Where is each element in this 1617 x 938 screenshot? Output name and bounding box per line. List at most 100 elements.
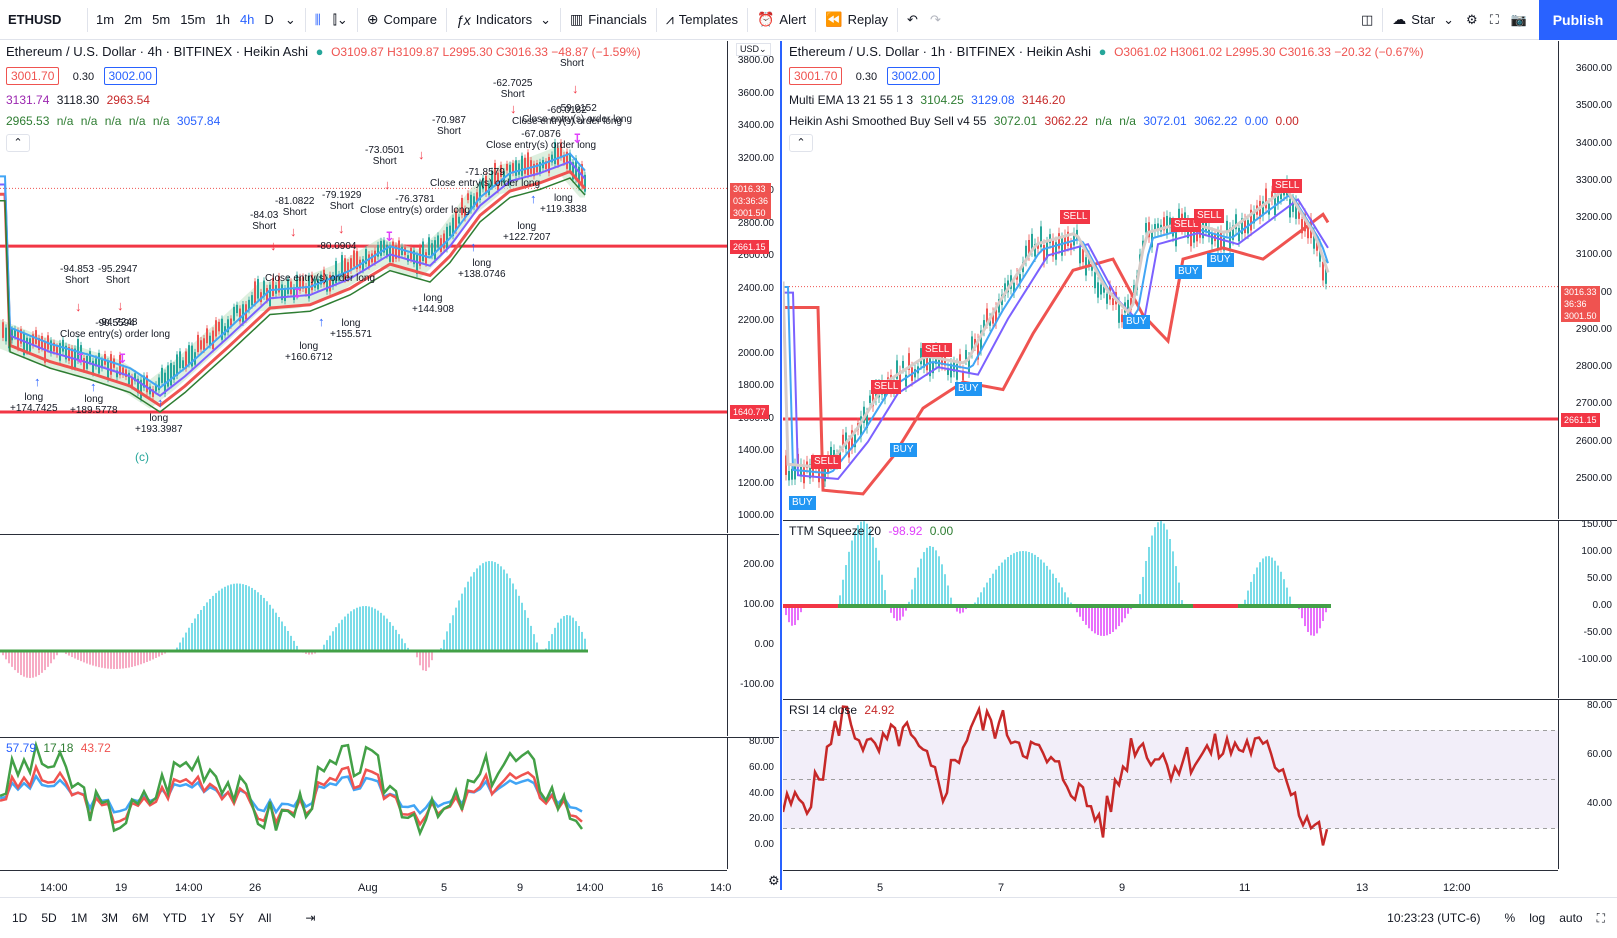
log-toggle[interactable]: log (1529, 911, 1546, 925)
right-ttm-pane[interactable]: TTM Squeeze 20 -98.92 0.00 (783, 520, 1558, 698)
signal-arrow-icon: ↧ (117, 351, 128, 366)
candle-body (563, 155, 565, 163)
interval-4h[interactable]: 4h (239, 12, 255, 27)
redo-button[interactable]: ↷ (924, 0, 947, 40)
right-time-axis[interactable]: 5 7 9 11 13 12:00 (783, 870, 1558, 894)
candle-body (983, 320, 985, 331)
candle-body (1235, 214, 1237, 230)
signal-arrow-icon: ↓ (290, 224, 297, 239)
candle-body (377, 245, 379, 257)
goto-date-icon[interactable]: ⇥ (305, 911, 316, 925)
candle-body (1163, 217, 1165, 231)
candle-body (350, 258, 352, 271)
range-all[interactable]: All (258, 911, 272, 925)
publish-button[interactable]: Publish (1539, 0, 1617, 40)
candle-body (437, 235, 439, 248)
interval-1h[interactable]: 1h (215, 12, 230, 27)
sell-price-box[interactable]: 3001.70 (789, 67, 843, 85)
replay-button[interactable]: ⏪ Replay (819, 0, 894, 40)
undo-button[interactable]: ↶ (901, 0, 924, 40)
right-rsi-pane[interactable]: RSI 14 close 24.92 (783, 699, 1558, 869)
range-5y[interactable]: 5Y (229, 911, 245, 925)
candle-body (467, 193, 469, 201)
interval-1m[interactable]: 1m (96, 12, 115, 27)
axis-tick: 2000.00 (737, 347, 774, 359)
osc-ticks: 80.00 60.00 40.00 20.00 0.00 (728, 738, 779, 869)
range-1d[interactable]: 1D (12, 911, 28, 925)
candle-body (239, 308, 241, 322)
time-axis-settings-button[interactable]: ⚙ (768, 873, 780, 889)
sell-price-box[interactable]: 3001.70 (6, 67, 60, 85)
candle-body (26, 337, 28, 352)
layout-button[interactable]: ◫ (1355, 0, 1379, 40)
strategy-signal-label: long +189.5778 (70, 394, 118, 416)
candle-body (947, 367, 949, 375)
range-3m[interactable]: 3M (101, 911, 119, 925)
strategy-signal-label: -70.987 Short (432, 115, 466, 137)
right-price-axis[interactable]: 3600.00 3500.00 3400.00 3300.00 3200.00 3100.… (1558, 41, 1617, 519)
templates-button[interactable]: ⩘ Templates (660, 0, 744, 40)
buy-signal-badge: BUY (890, 443, 917, 457)
symbol-search[interactable]: ETHUSD (8, 12, 62, 27)
left-indicator-2-legend: 2965.53 n/a n/a n/a n/a n/a 3057.84 (6, 113, 224, 129)
auto-toggle[interactable]: auto (1559, 911, 1583, 925)
buy-price-box[interactable]: 3002.00 (886, 67, 940, 85)
star-button[interactable]: ☁ Star ⌄ (1386, 0, 1460, 40)
signal-value: long (341, 318, 361, 329)
range-1y[interactable]: 1Y (200, 911, 216, 925)
candle-body (83, 358, 85, 370)
left-main-chart[interactable]: Ethereum / U.S. Dollar · 4h · BITFINEX ·… (0, 41, 748, 533)
left-osc-pane[interactable]: 57.79 17.18 43.72 (0, 737, 727, 869)
snapshot-button[interactable]: 📷 (1505, 0, 1533, 40)
rsi-legend: RSI 14 close 24.92 (789, 702, 898, 718)
candle-body (341, 255, 343, 276)
interval-15m[interactable]: 15m (180, 12, 206, 27)
range-6m[interactable]: 6M (132, 911, 149, 925)
signal-arrow-icon: ↓ (384, 177, 391, 192)
candle-style-icon[interactable]: ⫿⌄ (332, 11, 348, 27)
range-ytd[interactable]: YTD (162, 911, 187, 925)
candle-body (158, 377, 160, 391)
time-tick: 9 (517, 882, 524, 894)
range-1m[interactable]: 1M (70, 911, 88, 925)
currency-selector[interactable]: USD⌄ (736, 43, 771, 56)
ttm-name: TTM Squeeze 20 (789, 524, 882, 538)
fullscreen-button[interactable]: ⛶ (1484, 0, 1505, 40)
bar-style-icon[interactable]: ⫼ (314, 11, 321, 27)
time-tick: 9 (1119, 882, 1126, 894)
interval-5m[interactable]: 5m (152, 12, 171, 27)
range-5d[interactable]: 5D (41, 911, 57, 925)
candle-body (500, 164, 502, 177)
ind2-val: n/a (152, 114, 170, 128)
candle-body (428, 237, 430, 256)
left-time-axis[interactable]: 14:00 19 14:00 26 Aug 5 9 14:00 16 14:0 (0, 870, 731, 894)
settings-button[interactable]: ⚙ (1460, 0, 1484, 40)
interval-d[interactable]: D (264, 12, 274, 27)
interval-2m[interactable]: 2m (124, 12, 143, 27)
fullscreen-icon[interactable]: ⛶ (1596, 910, 1605, 925)
axis-tick: 2500.00 (1575, 473, 1612, 484)
axis-tick: 100.00 (743, 599, 774, 610)
left-price-axis[interactable]: USD⌄ 3800.003600.003400.003200.003000.00… (727, 41, 779, 533)
alert-button[interactable]: ⏰ Alert (751, 0, 812, 40)
interval-dropdown-icon[interactable]: ⌄ (284, 11, 296, 27)
signal-type: Short (437, 126, 461, 137)
chart-divider[interactable] (780, 41, 782, 890)
candle-body (1082, 249, 1084, 263)
divider (1382, 7, 1384, 32)
indicators-button[interactable]: ƒx Indicators ⌄ (450, 0, 557, 40)
collapse-legend-button[interactable]: ⌃ (6, 134, 30, 152)
signal-arrow-icon: ↓ (270, 238, 277, 253)
strategy-signal-label: long +138.0746 (458, 258, 506, 280)
left-macd-pane[interactable] (0, 534, 727, 736)
right-main-chart[interactable]: Ethereum / U.S. Dollar · 1h · BITFINEX ·… (783, 41, 1558, 519)
collapse-legend-button[interactable]: ⌃ (789, 134, 813, 152)
ha-val: n/a (1095, 114, 1112, 128)
candle-body (440, 238, 442, 252)
buy-price-box[interactable]: 3002.00 (103, 67, 157, 85)
percent-toggle[interactable]: % (1504, 911, 1516, 925)
financials-button[interactable]: ▥ Financials (564, 0, 653, 40)
compare-button[interactable]: ⊕ Compare (361, 0, 443, 40)
clock-display[interactable]: 10:23:23 (UTC-6) (1387, 911, 1481, 925)
candle-body (248, 299, 250, 311)
